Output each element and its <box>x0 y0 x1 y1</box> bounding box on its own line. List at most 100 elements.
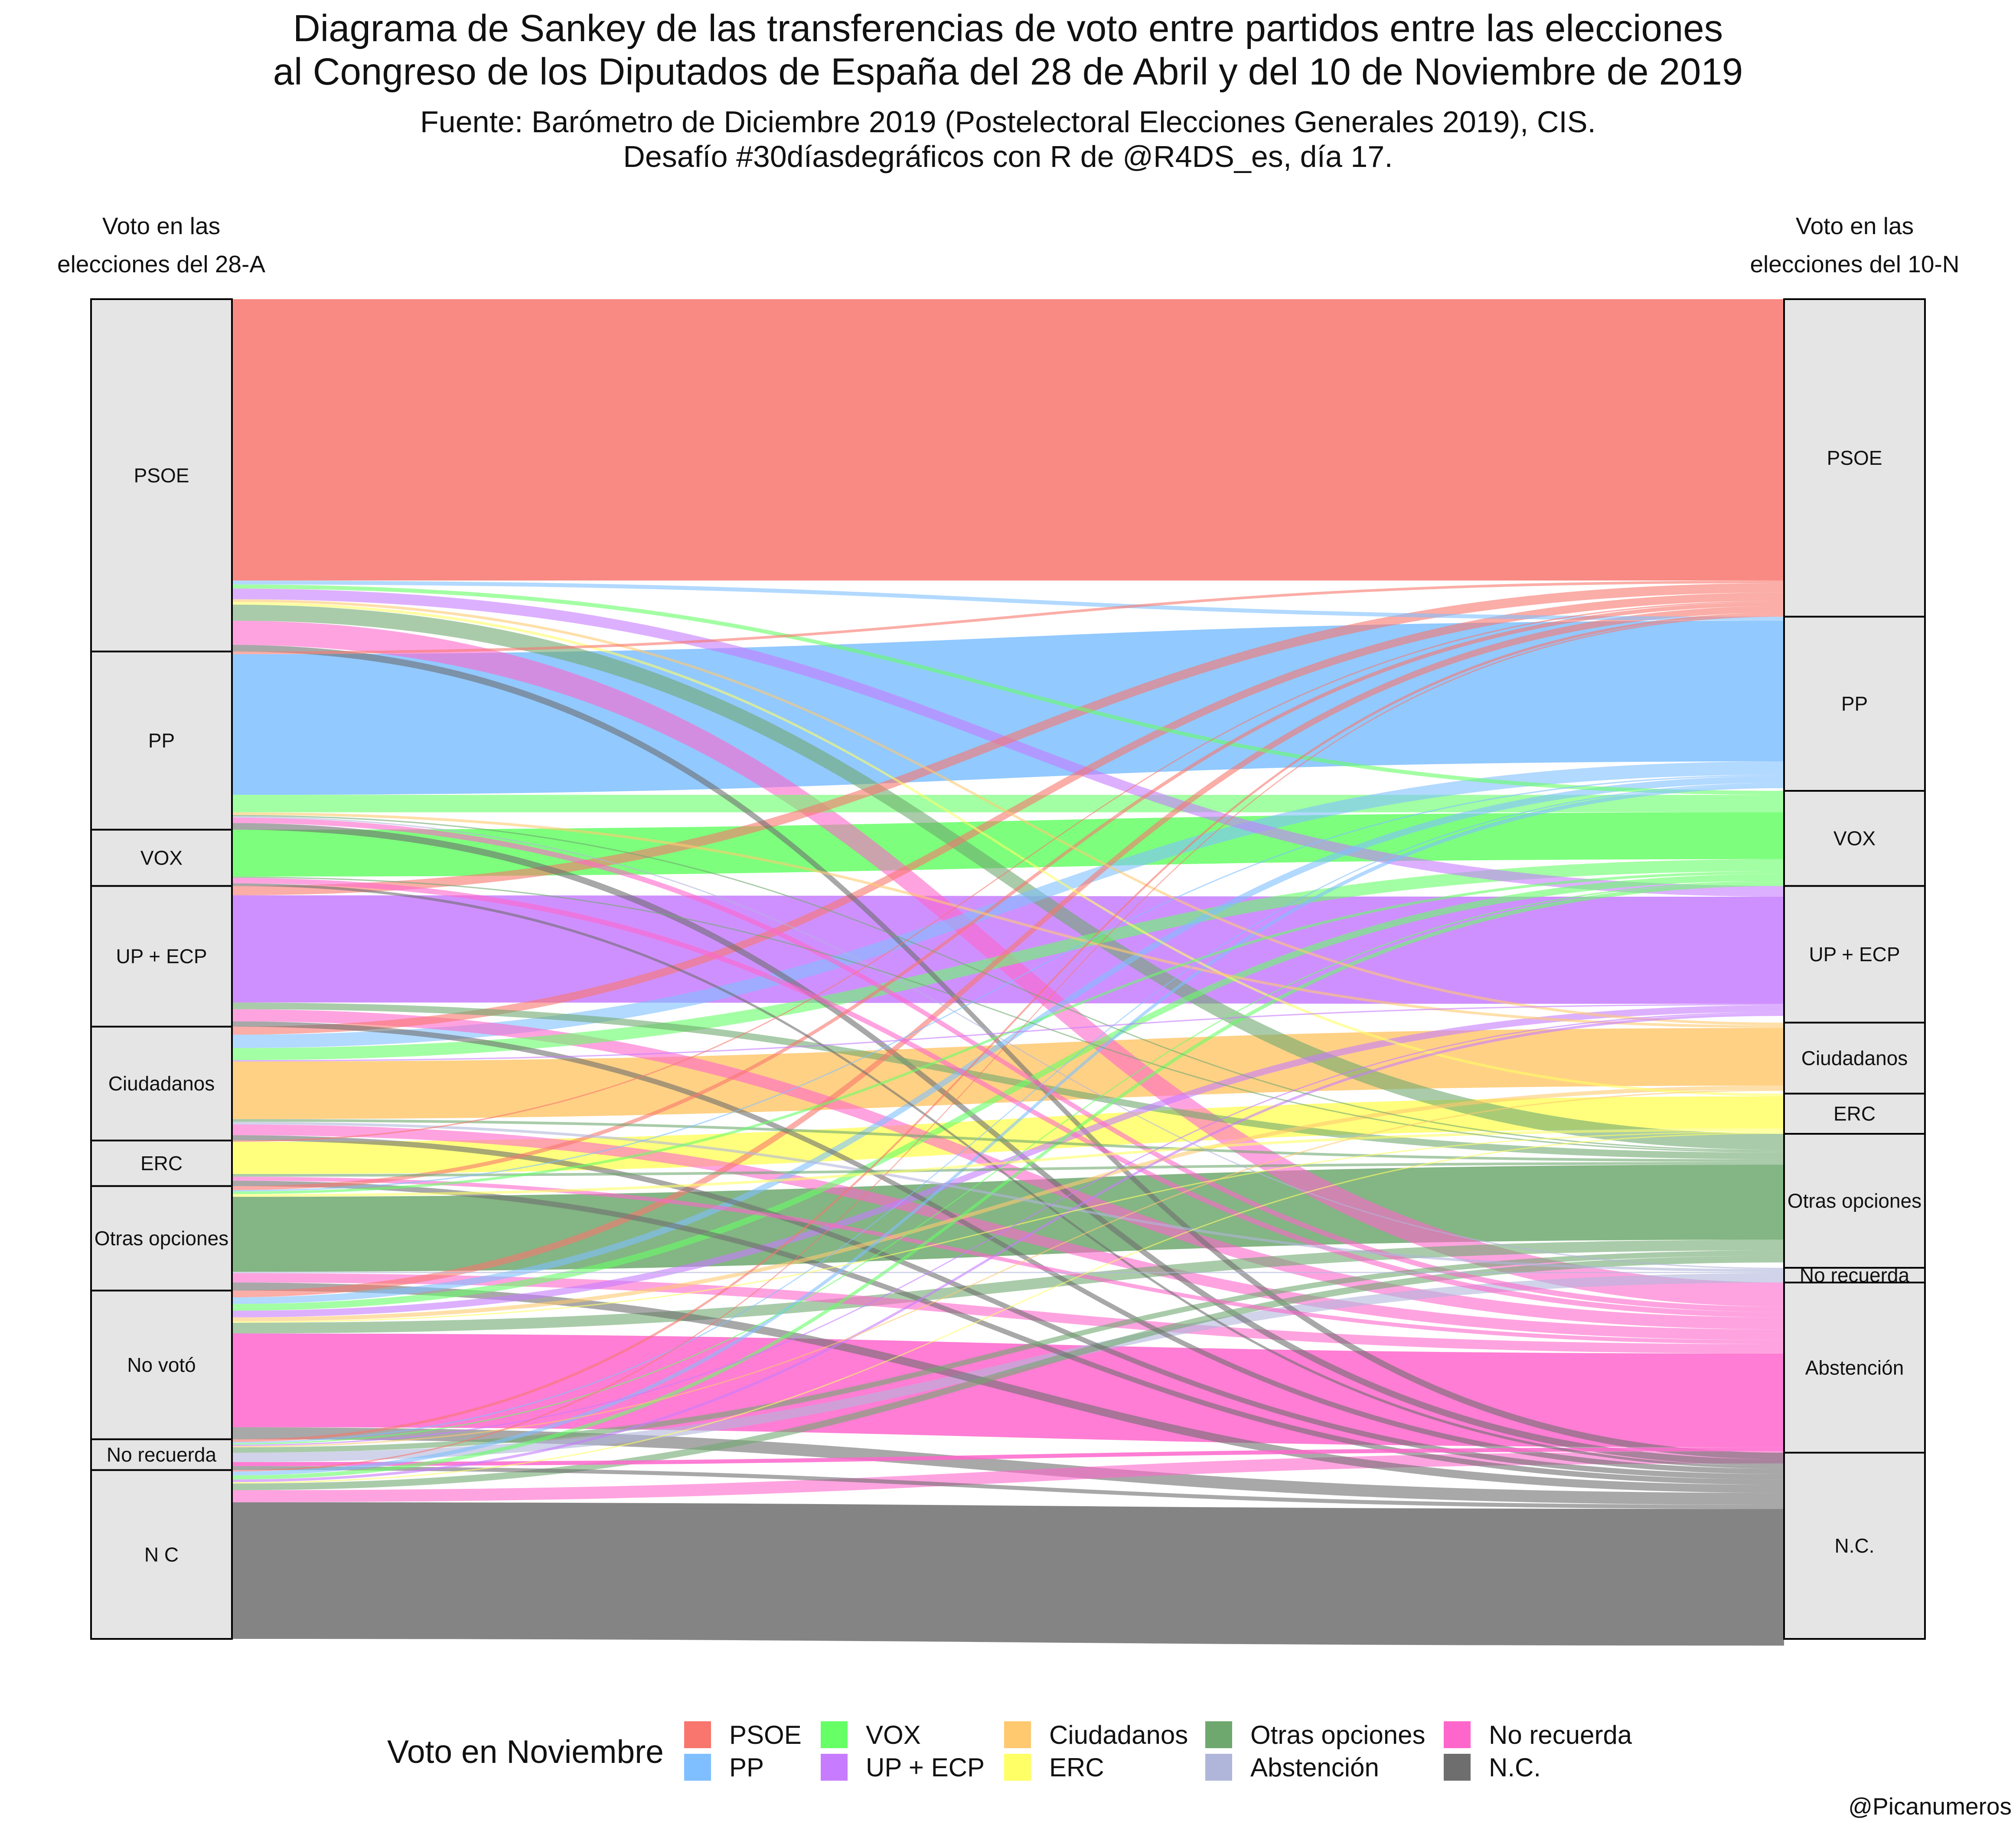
legend-label-abstenci-n: Abstención <box>1250 1753 1379 1782</box>
target-node-label-up-ecp: UP + ECP <box>1809 943 1900 966</box>
legend-item-erc: ERC <box>1004 1753 1104 1782</box>
source-node-ciudadanos: Ciudadanos <box>90 1025 233 1142</box>
flow-ciudadanos-to-vox <box>232 859 1784 1061</box>
source-node-n-c: N C <box>90 1469 233 1640</box>
source-node-label-pp: PP <box>148 729 175 752</box>
source-node-box-up-ecp <box>90 885 233 1028</box>
flow-erc-to-otras-opciones <box>232 1162 1784 1177</box>
flow-ciudadanos-to-ciudadanos <box>232 1028 1784 1119</box>
flow-no-vot-to-ciudadanos <box>232 1085 1784 1322</box>
legend-label-otras-opciones: Otras opciones <box>1250 1720 1426 1749</box>
legend-label-pp: PP <box>729 1753 764 1782</box>
flow-n-c-to-up-ecp <box>232 1013 1784 1482</box>
legend-item-up-ecp: UP + ECP <box>821 1753 985 1782</box>
flow-n-c-to-n-c <box>232 1502 1784 1646</box>
legend-item-no-recuerda: No recuerda <box>1444 1720 1632 1749</box>
chart-title: Diagrama de Sankey de las transferencias… <box>273 7 1743 93</box>
flow-n-c-to-pp <box>232 784 1784 1476</box>
source-node-label-no-recuerda: No recuerda <box>107 1443 217 1466</box>
flow-up-ecp-to-otras-opciones <box>232 1002 1784 1159</box>
left-heading-line-2: elecciones del 28-A <box>57 251 265 277</box>
target-node-label-ciudadanos: Ciudadanos <box>1801 1047 1908 1069</box>
legend-label-no-recuerda: No recuerda <box>1489 1720 1632 1749</box>
target-node-label-n-c: N.C. <box>1835 1534 1875 1557</box>
flow-psoe-to-erc <box>232 602 1784 1097</box>
legend-swatch-ciudadanos <box>1004 1721 1031 1748</box>
target-node-up-ecp: UP + ECP <box>1783 885 1926 1024</box>
legend-label-vox: VOX <box>866 1720 921 1749</box>
target-node-label-abstenci-n: Abstención <box>1805 1356 1904 1379</box>
flow-no-recuerda-to-n-c <box>232 1466 1784 1509</box>
source-node-box-no-vot <box>90 1289 233 1440</box>
legend-item-pp: PP <box>684 1753 764 1782</box>
target-node-ciudadanos: Ciudadanos <box>1783 1021 1926 1095</box>
flow-erc-to-abstenci-n <box>232 1176 1784 1345</box>
legend-swatch-psoe <box>684 1721 711 1748</box>
subtitle-line-2: Desafío #30díasdegráficos con R de @R4DS… <box>623 140 1393 173</box>
legend-label-psoe: PSOE <box>729 1720 802 1749</box>
legend-items: PSOE PP VOX UP + ECP Ciudadanos ERC Otras opci… <box>684 1720 1632 1782</box>
flow-n-c-to-otras-opciones <box>232 1256 1784 1491</box>
source-node-box-no-recuerda <box>90 1438 233 1471</box>
title-line-1: Diagrama de Sankey de las transferencias… <box>293 7 1723 49</box>
target-node-pp: PP <box>1783 616 1926 792</box>
legend-item-otras-opciones: Otras opciones <box>1205 1720 1426 1749</box>
flow-no-recuerda-to-ciudadanos <box>232 1090 1784 1448</box>
source-node-label-ciudadanos: Ciudadanos <box>108 1072 215 1095</box>
source-node-box-n-c <box>90 1469 233 1640</box>
flow-no-recuerda-to-no-recuerda <box>232 1273 1784 1462</box>
target-node-erc: ERC <box>1783 1093 1926 1135</box>
legend-swatch-no-recuerda <box>1444 1721 1471 1748</box>
legend-label-ciudadanos: Ciudadanos <box>1049 1720 1188 1749</box>
flow-no-vot-to-psoe <box>232 606 1784 1298</box>
target-node-box-ciudadanos <box>1783 1021 1926 1095</box>
flow-ciudadanos-to-otras-opciones <box>232 1119 1784 1162</box>
source-node-box-vox <box>90 829 233 887</box>
source-node-up-ecp: UP + ECP <box>90 885 233 1028</box>
target-node-n-c: N.C. <box>1783 1452 1926 1640</box>
target-node-box-vox <box>1783 790 1926 887</box>
flow-otras-opciones-to-no-recuerda <box>232 1272 1784 1273</box>
flow-pp-to-ciudadanos <box>232 812 1784 1028</box>
source-node-label-erc: ERC <box>140 1152 183 1175</box>
legend-swatch-otras-opciones <box>1205 1721 1232 1748</box>
flow-no-vot-to-otras-opciones <box>232 1240 1784 1334</box>
subtitle-line-1: Fuente: Barómetro de Diciembre 2019 (Pos… <box>420 105 1596 139</box>
caption: @Picanumeros <box>1848 1793 2012 1820</box>
flow-no-recuerda-to-abstenci-n <box>232 1447 1784 1466</box>
target-node-label-erc: ERC <box>1833 1103 1876 1125</box>
flow-pp-to-abstenci-n <box>232 817 1784 1312</box>
target-node-box-otras-opciones <box>1783 1133 1926 1269</box>
legend-swatch-pp <box>684 1754 711 1781</box>
legend: Voto en Noviembre PSOE PP VOX UP + ECP Ciuda… <box>387 1720 1632 1782</box>
legend-swatch-abstenci-n <box>1205 1754 1232 1781</box>
flow-n-c-to-vox <box>232 882 1784 1480</box>
flow-ciudadanos-to-no-recuerda <box>232 1122 1784 1272</box>
source-node-box-psoe <box>90 298 233 653</box>
legend-label-up-ecp: UP + ECP <box>866 1753 985 1782</box>
source-node-erc: ERC <box>90 1139 233 1187</box>
target-node-label-vox: VOX <box>1833 827 1876 850</box>
source-node-box-pp <box>90 650 233 831</box>
flow-no-recuerda-to-otras-opciones <box>232 1250 1784 1453</box>
flow-pp-to-n-c <box>232 823 1784 1466</box>
title-line-2: al Congreso de los Diputados de España d… <box>273 51 1743 93</box>
source-node-no-vot: No votó <box>90 1289 233 1440</box>
flow-n-c-to-psoe <box>232 615 1784 1472</box>
flow-psoe-to-vox <box>232 584 1784 795</box>
legend-label-n-c: N.C. <box>1489 1753 1541 1782</box>
target-node-box-n-c <box>1783 1452 1926 1640</box>
flow-erc-to-n-c <box>232 1181 1784 1485</box>
right-heading-line-1: Voto en las <box>1796 212 1914 239</box>
legend-item-n-c: N.C. <box>1444 1753 1541 1782</box>
flow-ciudadanos-to-abstenci-n <box>232 1124 1784 1340</box>
flow-no-recuerda-to-up-ecp <box>232 1012 1784 1446</box>
nodes-layer: PSOE PP VOX UP + ECP Ciudadanos ERC Otras opci… <box>90 298 1926 1640</box>
legend-label-erc: ERC <box>1049 1753 1104 1782</box>
flow-erc-to-psoe <box>232 600 1784 1142</box>
flow-ciudadanos-to-up-ecp <box>232 1004 1784 1062</box>
flow-otras-opciones-to-n-c <box>232 1283 1784 1493</box>
target-node-vox: VOX <box>1783 790 1926 887</box>
source-node-label-otras-opciones: Otras opciones <box>95 1227 228 1250</box>
flow-up-ecp-to-psoe <box>232 583 1784 896</box>
